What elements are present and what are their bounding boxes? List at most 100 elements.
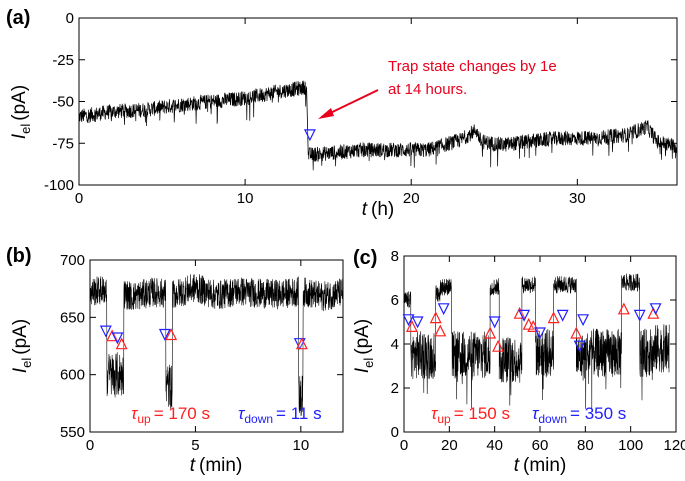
y-tick-label: -25 [52,52,74,69]
panel-c-tau-down-sub: down [538,412,567,426]
y-tick-label: 0 [66,10,74,27]
panel-a-frame [78,17,678,186]
y-tick-label: 6 [391,292,399,309]
marker-up [570,326,583,339]
annotation-line-2: at 14 hours. [388,81,467,98]
panel-c-ylabel-var: I [352,367,373,373]
panel-c-tau-down-value: = 350 s [570,404,626,423]
marker-down [99,325,112,338]
panel-c-label: (c) [353,247,377,269]
marker-down [573,340,586,353]
marker-down [111,332,124,345]
x-tick-label: 40 [486,437,503,454]
panel-c-ylabel-sub: el [361,358,376,368]
x-tick-label: 0 [75,190,83,207]
x-tick-label: 120 [663,437,685,454]
panel-a: (a) 0 10 20 30 0 -25 -50 -75 -100 Iel (pA) t (h) T… [6,7,678,220]
panel-a-xlabel: t (h) [362,199,395,220]
panel-c-tau-up-sub: up [437,412,451,426]
panel-b-frame [89,259,344,433]
panel-a-xlabel-unit: (h) [371,199,394,220]
x-tick-label: 60 [532,437,549,454]
panel-a-ylabel: Iel (pA) [9,85,33,139]
panel-b-tau-up: τup = 170 s [131,404,210,426]
y-tick-label: -100 [44,177,74,194]
y-tick-label: -75 [52,135,74,152]
panel-b-label: (b) [6,245,32,267]
panel-b-xlabel-var: t [190,455,196,476]
marker-down [303,129,316,142]
panel-b-ylabel-unit: (pA) [10,319,31,355]
panel-a-ylabel-var: I [9,133,30,139]
marker-up [429,311,442,324]
marker-down [649,303,662,316]
marker-down [488,316,501,329]
panel-b-xlabel-unit: (min) [199,455,242,476]
annotation-arrow-head [318,108,334,119]
y-tick-label: 650 [60,309,85,326]
marker-down [534,327,546,340]
panel-b-tau-down: τdown = 11 s [238,404,322,426]
trace-segment-1 [78,80,307,127]
panel-b-ylabel-var: I [10,367,31,373]
x-tick-label: 20 [441,437,458,454]
x-tick-label: 100 [618,437,643,454]
panel-b-tau-down-sub: down [244,412,273,426]
y-tick-label: 4 [391,336,399,353]
panel-b-tau-down-value: = 11 s [276,404,322,423]
y-tick-label: 0 [391,424,399,441]
x-tick-label: 80 [577,437,594,454]
x-tick-label: 0 [86,437,94,454]
marker-down [556,309,569,322]
panel-b-ylabel: Iel (pA) [10,319,34,373]
x-tick-label: 30 [569,190,586,207]
y-tick-label: -50 [52,94,74,111]
x-tick-label: 10 [292,437,309,454]
panel-c-tau-up: τup = 150 s [431,404,510,426]
panel-a-label: (a) [6,7,30,29]
y-tick-label: 600 [60,367,85,384]
marker-down [437,303,450,316]
panel-a-ylabel-unit: (pA) [9,85,30,121]
marker-up [165,328,178,341]
y-tick-label: 700 [60,252,85,269]
annotation-line-1: Trap state changes by 1e [388,58,557,75]
marker-up [434,324,447,337]
marker-up [295,337,308,350]
trace-segment-2 [307,120,678,171]
x-tick-label: 0 [400,437,408,454]
marker-up [115,337,128,350]
panel-b-tau-down-symbol: τ [238,404,246,423]
panel-c-tau-down: τdown = 350 s [532,404,626,426]
panel-a-ylabel-sub: el [18,124,33,134]
panel-c-ylabel-unit: (pA) [352,319,373,355]
panel-a-xlabel-var: t [362,199,368,220]
trace [89,274,344,416]
marker-down [518,309,531,322]
panel-c-xlabel-unit: (min) [523,455,566,476]
panel-c-tau-down-symbol: τ [532,404,540,423]
panel-c-ylabel: Iel (pA) [352,319,376,373]
panel-c-xlabel: t (min) [514,455,567,476]
x-tick-label: 20 [403,190,420,207]
panel-c-xlabel-var: t [514,455,520,476]
trace [403,273,670,409]
panel-b-tau-up-sub: up [137,412,151,426]
marker-down [411,316,424,329]
marker-down [577,314,590,327]
x-tick-label: 10 [237,190,254,207]
marker-down [158,328,171,341]
marker-up [405,320,418,332]
x-tick-label: 5 [191,437,199,454]
panel-b-tau-up-symbol: τ [131,404,139,423]
y-tick-label: 2 [391,380,399,397]
panel-b-tau-up-value: = 170 s [154,404,210,423]
marker-down [402,314,415,327]
y-tick-label: 8 [391,248,399,265]
marker-up [547,311,560,324]
marker-up [484,326,497,339]
marker-up [492,339,505,352]
